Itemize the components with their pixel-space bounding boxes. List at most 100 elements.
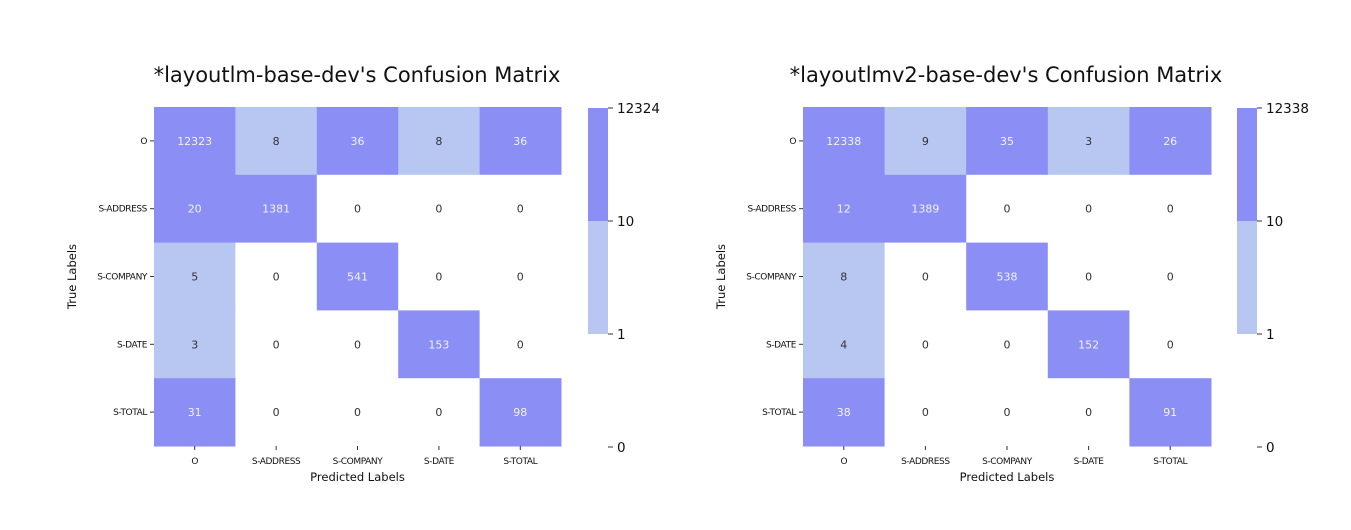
cell-value-label: 8	[840, 271, 847, 284]
colorbar-segment	[1237, 108, 1257, 222]
y-tick-label: S-TOTAL	[762, 408, 796, 418]
cell-value-label: 12323	[177, 135, 212, 148]
x-tick-label: S-DATE	[424, 457, 455, 467]
cell-value-label: 8	[273, 135, 280, 148]
x-axis-label: Predicted Labels	[310, 470, 405, 484]
colorbar-segment	[1237, 221, 1257, 335]
heatmap-cell	[316, 310, 399, 379]
cell-value-label: 5	[191, 271, 198, 284]
cell-value-label: 0	[354, 203, 361, 216]
colorbar-tick-label: 0	[1266, 440, 1275, 456]
cell-value-label: 0	[354, 406, 361, 419]
heatmap-cell	[1047, 310, 1130, 379]
heatmap-cell	[479, 242, 562, 311]
heatmap-cell	[479, 378, 562, 447]
x-tick-label: O	[840, 457, 847, 467]
cell-value-label: 4	[840, 338, 847, 351]
cell-value-label: 153	[428, 338, 449, 351]
heatmap-cell	[1129, 378, 1212, 447]
heatmap-cell	[479, 174, 562, 244]
heatmap-cell	[1047, 378, 1130, 447]
colorbar-segment	[1237, 334, 1257, 448]
colorbar-tick-label: 12338	[1266, 101, 1309, 117]
heatmap-cell	[966, 378, 1049, 447]
y-tick-label: S-DATE	[766, 340, 797, 350]
colorbar-tick-label: 1	[617, 327, 626, 343]
cell-value-label: 0	[1004, 406, 1011, 419]
colorbar-segment	[588, 221, 608, 335]
cell-value-label: 0	[922, 271, 929, 284]
cell-value-label: 541	[347, 271, 368, 284]
x-tick-label: S-ADDRESS	[252, 457, 301, 467]
cell-value-label: 0	[517, 271, 524, 284]
heatmap-cell	[235, 242, 318, 311]
cell-value-label: 0	[1004, 338, 1011, 351]
x-tick-label: S-TOTAL	[503, 457, 537, 467]
heatmap-cell	[154, 378, 236, 447]
cell-value-label: 0	[1167, 203, 1174, 216]
cell-value-label: 0	[435, 406, 442, 419]
heatmap-cell	[803, 310, 886, 379]
cell-value-label: 31	[188, 406, 202, 419]
heatmap-cell	[884, 174, 967, 244]
x-tick-label: S-COMPANY	[333, 457, 384, 467]
cell-value-label: 35	[1000, 135, 1014, 148]
chart-title: *layoutlm-base-dev's Confusion Matrix	[154, 63, 561, 87]
y-tick-label: S-COMPANY	[97, 273, 148, 283]
heatmap-cell	[1129, 174, 1212, 244]
cell-value-label: 1389	[911, 203, 939, 216]
cell-value-label: 0	[922, 338, 929, 351]
cell-value-label: 1381	[262, 203, 290, 216]
heatmap-cell	[1129, 310, 1212, 379]
heatmap-cell	[884, 242, 967, 311]
heatmap-cell	[398, 378, 481, 447]
cell-value-label: 38	[837, 406, 851, 419]
cell-value-label: 36	[513, 135, 527, 148]
heatmap-cell	[154, 310, 236, 379]
y-tick-label: S-ADDRESS	[747, 205, 796, 215]
heatmap-cell	[884, 378, 967, 447]
cell-value-label: 0	[1085, 406, 1092, 419]
heatmap-cell	[1129, 107, 1212, 176]
heatmap-cell	[1047, 174, 1130, 244]
cell-value-label: 0	[1167, 271, 1174, 284]
heatmap-cell	[966, 310, 1049, 379]
y-tick-label: O	[789, 137, 796, 147]
cell-value-label: 9	[922, 135, 929, 148]
x-tick-label: S-TOTAL	[1153, 457, 1187, 467]
heatmap-cell	[398, 107, 481, 176]
x-tick-label: O	[191, 457, 198, 467]
heatmap-cell	[398, 242, 481, 311]
colorbar-tick-label: 12324	[617, 101, 660, 117]
heatmap-cell	[316, 107, 399, 176]
heatmap-cell	[235, 174, 318, 244]
colorbar-tick-label: 0	[617, 440, 626, 456]
heatmap-cell	[154, 107, 236, 176]
cell-value-label: 0	[1167, 338, 1174, 351]
cell-value-label: 0	[273, 406, 280, 419]
x-tick-label: S-COMPANY	[982, 457, 1033, 467]
x-axis-label: Predicted Labels	[960, 470, 1055, 484]
y-tick-label: S-DATE	[117, 340, 148, 350]
cell-value-label: 91	[1163, 406, 1177, 419]
heatmap-cell	[1047, 107, 1130, 176]
y-tick-label: S-ADDRESS	[98, 205, 147, 215]
cell-value-label: 0	[517, 338, 524, 351]
heatmap-cell	[154, 242, 236, 311]
cell-value-label: 3	[191, 338, 198, 351]
heatmap-cell	[235, 378, 318, 447]
cell-value-label: 98	[513, 406, 527, 419]
heatmap-cell	[235, 107, 318, 176]
cell-value-label: 0	[273, 338, 280, 351]
colorbar-tick-label: 10	[617, 214, 634, 230]
cell-value-label: 0	[922, 406, 929, 419]
cell-value-label: 20	[188, 203, 202, 216]
heatmap-cell	[479, 310, 562, 379]
x-tick-label: S-DATE	[1074, 457, 1105, 467]
heatmap-cell	[1129, 242, 1212, 311]
heatmap-cell	[479, 107, 562, 176]
y-axis-label: True Labels	[65, 244, 79, 310]
heatmap-cell	[154, 174, 236, 244]
